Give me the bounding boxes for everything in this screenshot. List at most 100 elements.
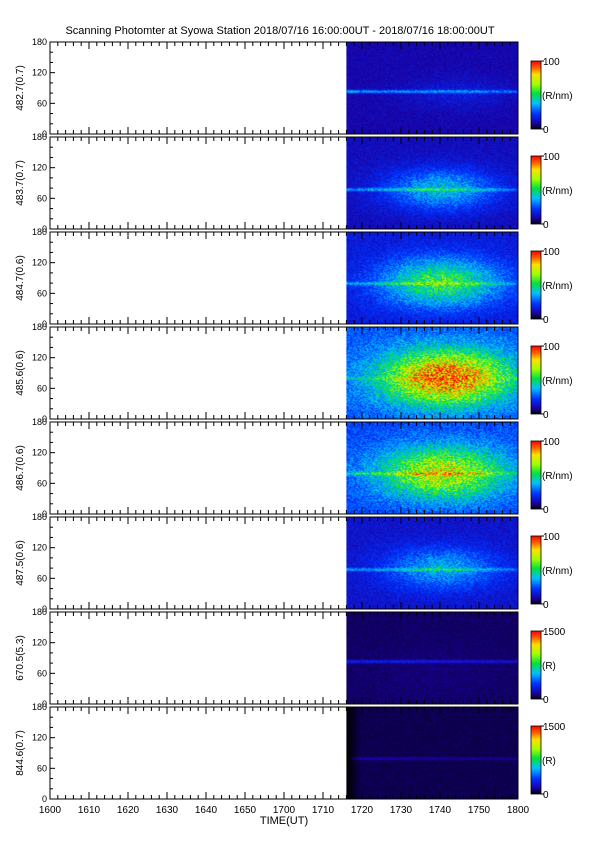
panel-ylabel: 670.5(5.3) <box>15 635 26 681</box>
x-tick-label: 1740 <box>429 805 452 816</box>
y-tick-label: 60 <box>37 288 47 298</box>
panel-ylabel: 483.7(0.7) <box>15 160 26 206</box>
y-tick-label: 120 <box>32 68 47 78</box>
heatmap-image <box>346 327 519 419</box>
colorbar-unit-label: (R/nm) <box>542 471 573 482</box>
y-tick-label: 180 <box>32 417 47 427</box>
y-tick-label: 60 <box>37 573 47 583</box>
y-tick-label: 60 <box>37 763 47 773</box>
heatmap-image <box>346 517 519 609</box>
x-axis-label: TIME(UT) <box>260 815 308 827</box>
colorbar-min-label: 0 <box>543 315 549 326</box>
y-tick-label: 0 <box>42 319 47 329</box>
colorbar <box>530 345 542 415</box>
colorbar-max-label: 1500 <box>543 627 566 638</box>
colorbar <box>530 440 542 510</box>
x-tick-label: 1700 <box>273 805 296 816</box>
x-tick-label: 1710 <box>312 805 335 816</box>
y-tick-label: 0 <box>42 604 47 614</box>
colorbar-max-label: 100 <box>543 57 560 68</box>
colorbar <box>530 60 542 130</box>
y-tick-label: 120 <box>32 733 47 743</box>
y-tick-label: 0 <box>42 699 47 709</box>
colorbar-min-label: 0 <box>543 410 549 421</box>
colorbar-min-label: 0 <box>543 600 549 611</box>
x-tick-label: 1800 <box>507 805 530 816</box>
x-tick-label: 1600 <box>39 805 62 816</box>
x-tick-label: 1750 <box>468 805 491 816</box>
y-tick-label: 120 <box>32 448 47 458</box>
y-tick-label: 120 <box>32 258 47 268</box>
y-tick-label: 180 <box>32 607 47 617</box>
y-tick-label: 120 <box>32 353 47 363</box>
colorbar-unit-label: (R/nm) <box>542 376 573 387</box>
panel-ylabel: 484.7(0.6) <box>15 255 26 301</box>
colorbar-max-label: 100 <box>543 532 560 543</box>
panel-8: 0 60 120 180 844.6(0.7) 1500 0 (R) <box>15 702 566 804</box>
panel-1: 0 60 120 180 482.7(0.7) 100 0 (R/nm) <box>15 37 573 139</box>
y-tick-label: 60 <box>37 98 47 108</box>
x-axis: 1600 1610 1620 1630 1640 1650 1700 1710 1720 1730… <box>39 805 530 827</box>
panel-ylabel: 482.7(0.7) <box>15 65 26 111</box>
x-tick-label: 1620 <box>117 805 140 816</box>
colorbar-max-label: 100 <box>543 247 560 258</box>
x-tick-label: 1610 <box>78 805 101 816</box>
colorbar-min-label: 0 <box>543 790 549 801</box>
colorbar <box>530 155 542 225</box>
panel-7: 0 60 120 180 670.5(5.3) 1500 0 (R) <box>15 607 566 709</box>
panel-4: 0 60 120 180 485.6(0.6) 100 0 (R/nm) <box>15 322 573 424</box>
chart-title: Scanning Photomter at Syowa Station 2018… <box>65 25 495 37</box>
panel-ylabel: 844.6(0.7) <box>15 730 26 776</box>
y-tick-label: 60 <box>37 383 47 393</box>
panel-ylabel: 485.6(0.6) <box>15 350 26 396</box>
colorbar-unit-label: (R/nm) <box>542 186 573 197</box>
heatmap-image <box>346 232 519 324</box>
colorbar-min-label: 0 <box>543 695 549 706</box>
y-tick-label: 180 <box>32 322 47 332</box>
colorbar-min-label: 0 <box>543 220 549 231</box>
x-tick-label: 1650 <box>234 805 257 816</box>
heatmap-image <box>346 137 519 229</box>
panel-5: 0 60 120 180 486.7(0.6) 100 0 (R/nm) <box>15 417 573 519</box>
colorbar-unit-label: (R) <box>542 661 556 672</box>
x-tick-label: 1720 <box>351 805 374 816</box>
heatmap-image <box>346 612 519 704</box>
y-tick-label: 120 <box>32 638 47 648</box>
y-tick-label: 120 <box>32 163 47 173</box>
y-tick-label: 180 <box>32 227 47 237</box>
panel-6: 0 60 120 180 487.5(0.6) 100 0 (R/nm) <box>15 512 573 614</box>
y-tick-label: 60 <box>37 193 47 203</box>
y-tick-label: 0 <box>42 129 47 139</box>
heatmap-image <box>346 707 519 799</box>
colorbar-unit-label: (R/nm) <box>542 566 573 577</box>
y-tick-label: 180 <box>32 512 47 522</box>
y-tick-label: 0 <box>42 794 47 804</box>
panels-layer: 0 60 120 180 482.7(0.7) 100 0 (R/nm) 0 60 120 180 48… <box>15 37 573 804</box>
colorbar-min-label: 0 <box>543 125 549 136</box>
colorbar-max-label: 100 <box>543 437 560 448</box>
y-tick-label: 180 <box>32 132 47 142</box>
y-tick-label: 180 <box>32 702 47 712</box>
colorbar-max-label: 100 <box>543 152 560 163</box>
panel-ylabel: 486.7(0.6) <box>15 445 26 491</box>
y-tick-label: 0 <box>42 414 47 424</box>
colorbar <box>530 725 542 795</box>
y-tick-label: 180 <box>32 37 47 47</box>
x-tick-label: 1630 <box>156 805 179 816</box>
y-tick-label: 60 <box>37 478 47 488</box>
y-tick-label: 60 <box>37 668 47 678</box>
x-tick-label: 1730 <box>390 805 413 816</box>
y-tick-label: 120 <box>32 543 47 553</box>
y-tick-label: 0 <box>42 509 47 519</box>
heatmap-image <box>346 422 519 514</box>
colorbar <box>530 250 542 320</box>
colorbar-max-label: 100 <box>543 342 560 353</box>
colorbar <box>530 630 542 700</box>
panel-ylabel: 487.5(0.6) <box>15 540 26 586</box>
colorbar-unit-label: (R) <box>542 756 556 767</box>
colorbar-min-label: 0 <box>543 505 549 516</box>
y-tick-label: 0 <box>42 224 47 234</box>
heatmap-image <box>346 42 519 134</box>
panel-3: 0 60 120 180 484.7(0.6) 100 0 (R/nm) <box>15 227 573 329</box>
